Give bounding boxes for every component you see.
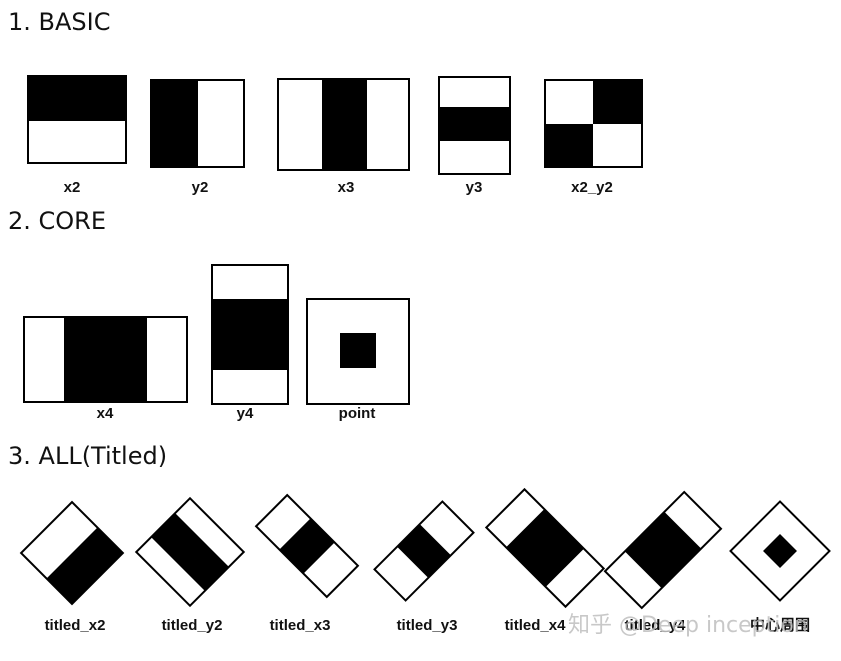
feature-label: y2 bbox=[192, 179, 209, 196]
feature-titled-x4 bbox=[484, 487, 606, 609]
feature-label: 中心周围 bbox=[750, 616, 810, 634]
feature-titled-y3 bbox=[373, 500, 475, 602]
feature-y2 bbox=[150, 79, 245, 168]
feature-label: x2 bbox=[64, 179, 81, 196]
feature-label: x3 bbox=[338, 179, 355, 196]
feature-label: titled_x4 bbox=[505, 617, 567, 634]
feature-titled-x2 bbox=[19, 500, 125, 606]
feature-y3 bbox=[438, 76, 511, 175]
feature-label: titled_x2 bbox=[45, 617, 106, 634]
section-title: 1. BASIC bbox=[8, 8, 110, 36]
feature-label: point bbox=[339, 405, 376, 422]
feature-y4 bbox=[211, 264, 289, 405]
watermark: 知乎 @Deep inception bbox=[568, 613, 808, 638]
feature-x4 bbox=[23, 316, 188, 403]
feature-label: y3 bbox=[466, 179, 483, 196]
feature-point bbox=[306, 298, 410, 405]
feature-label: y4 bbox=[237, 405, 254, 422]
feature-x2 bbox=[27, 75, 127, 164]
feature-x2-y2 bbox=[544, 79, 643, 168]
feature-label: x4 bbox=[97, 405, 114, 422]
feature-titled-y4 bbox=[603, 490, 723, 610]
feature-titled-y2 bbox=[134, 496, 246, 608]
feature-titled-x3 bbox=[254, 493, 360, 599]
feature-label: x2_y2 bbox=[571, 179, 613, 196]
feature-x3 bbox=[277, 78, 410, 171]
feature-label: titled_y4 bbox=[625, 617, 687, 634]
section-title: 3. ALL(Titled) bbox=[8, 442, 167, 470]
feature-label: titled_y3 bbox=[397, 617, 458, 634]
feature-label: titled_y2 bbox=[162, 617, 223, 634]
feature-label: titled_x3 bbox=[270, 617, 331, 634]
section-title: 2. CORE bbox=[8, 207, 106, 235]
feature-titled-point bbox=[729, 500, 831, 602]
